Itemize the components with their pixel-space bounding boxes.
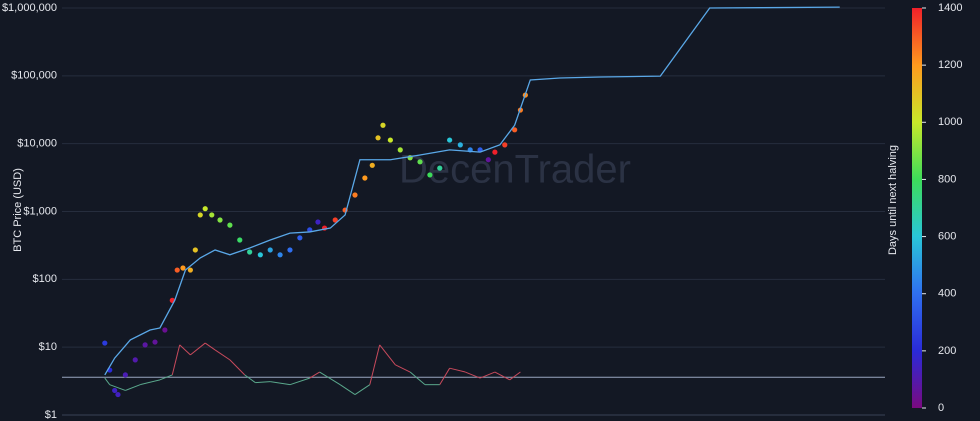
price-point: [202, 206, 208, 212]
price-point: [277, 252, 283, 258]
colorbar-tick-label: 1400: [938, 2, 962, 14]
watermark: DecenTrader: [399, 148, 631, 192]
ratio-segment: [449, 367, 466, 373]
ratio-segment: [204, 342, 216, 351]
price-point: [197, 212, 203, 218]
price-point: [122, 372, 128, 378]
price-point: [437, 165, 443, 171]
ratio-segment: [439, 367, 451, 385]
ratio-segment: [289, 377, 310, 386]
ratio-segment: [125, 384, 141, 391]
colorbar-tick-label: 200: [938, 345, 956, 357]
price-point: [227, 222, 233, 228]
y-tick-label: $10: [39, 341, 57, 353]
price-point: [397, 147, 403, 153]
ratio-segment: [244, 374, 256, 384]
y-tick-label: $1: [45, 409, 57, 421]
price-point: [132, 357, 138, 363]
ratio-segment: [190, 342, 206, 356]
price-point: [492, 149, 498, 155]
colorbar-tick-label: 1200: [938, 59, 962, 71]
price-point: [217, 217, 223, 223]
price-point: [267, 247, 273, 253]
ratio-segment: [354, 384, 371, 395]
price-point: [315, 219, 321, 225]
ratio-segment: [159, 374, 173, 381]
price-point: [352, 192, 358, 198]
colorbar-tick-label: 0: [938, 402, 944, 414]
price-point: [380, 122, 386, 128]
colorbar-tick-label: 800: [938, 173, 956, 185]
ratio-segment: [214, 349, 231, 361]
ratio-segment: [509, 371, 521, 381]
y-tick-label: $1,000,000: [2, 2, 57, 14]
ratio-segment: [229, 359, 246, 376]
price-point: [152, 339, 158, 345]
price-point: [375, 135, 381, 141]
price-point: [237, 237, 243, 243]
ratio-segment: [465, 371, 481, 379]
price-point: [257, 252, 263, 258]
colorbar-tick-label: 400: [938, 288, 956, 300]
price-point: [485, 157, 491, 163]
price-point: [387, 137, 393, 143]
price-point: [297, 235, 303, 241]
ratio-segment: [395, 364, 411, 373]
price-point: [142, 342, 148, 348]
price-point: [180, 265, 186, 271]
ratio-segment: [369, 344, 381, 385]
ratio-segment: [171, 344, 181, 376]
price-point: [369, 162, 375, 168]
colorbar-tick-label: 1000: [938, 116, 962, 128]
price-point: [115, 391, 121, 398]
ratio-segment: [179, 344, 191, 356]
price-point: [332, 217, 338, 223]
price-point: [512, 127, 518, 133]
ratio-segment: [309, 371, 320, 379]
ratio-segment: [494, 371, 510, 381]
price-point: [192, 247, 198, 253]
y-tick-label: $100: [33, 273, 57, 285]
ratio-segment: [339, 384, 356, 395]
price-point: [427, 172, 433, 178]
y-tick-label: $10,000: [17, 138, 57, 150]
price-point: [457, 142, 463, 148]
price-point: [174, 267, 180, 273]
price-point: [187, 267, 193, 273]
price-point: [502, 142, 508, 148]
ratio-segment: [109, 384, 126, 391]
y-tick-label: $100,000: [11, 70, 57, 82]
ratio-segment: [379, 344, 396, 366]
ratio-segment: [140, 379, 161, 386]
colorbar-title: Days until next halving: [887, 145, 899, 255]
ratio-segment: [104, 377, 111, 385]
y-axis-title: BTC Price (USD): [12, 168, 24, 252]
ratio-segment: [319, 371, 341, 386]
price-point: [209, 212, 215, 218]
ratio-segment: [270, 381, 291, 386]
model-line: [104, 6, 840, 376]
price-point: [102, 340, 108, 346]
price-point: [162, 327, 168, 333]
ratio-segment: [409, 371, 426, 386]
price-point: [362, 175, 368, 181]
price-point: [447, 137, 453, 143]
ratio-segment: [255, 381, 271, 384]
price-point: [287, 247, 293, 253]
price-point: [417, 159, 423, 165]
price-point: [247, 249, 253, 255]
price-point: [112, 387, 118, 394]
colorbar-tick-label: 600: [938, 230, 956, 242]
ratio-segment: [479, 371, 496, 379]
y-tick-label: $1,000: [23, 205, 57, 217]
colorbar: [912, 8, 922, 408]
